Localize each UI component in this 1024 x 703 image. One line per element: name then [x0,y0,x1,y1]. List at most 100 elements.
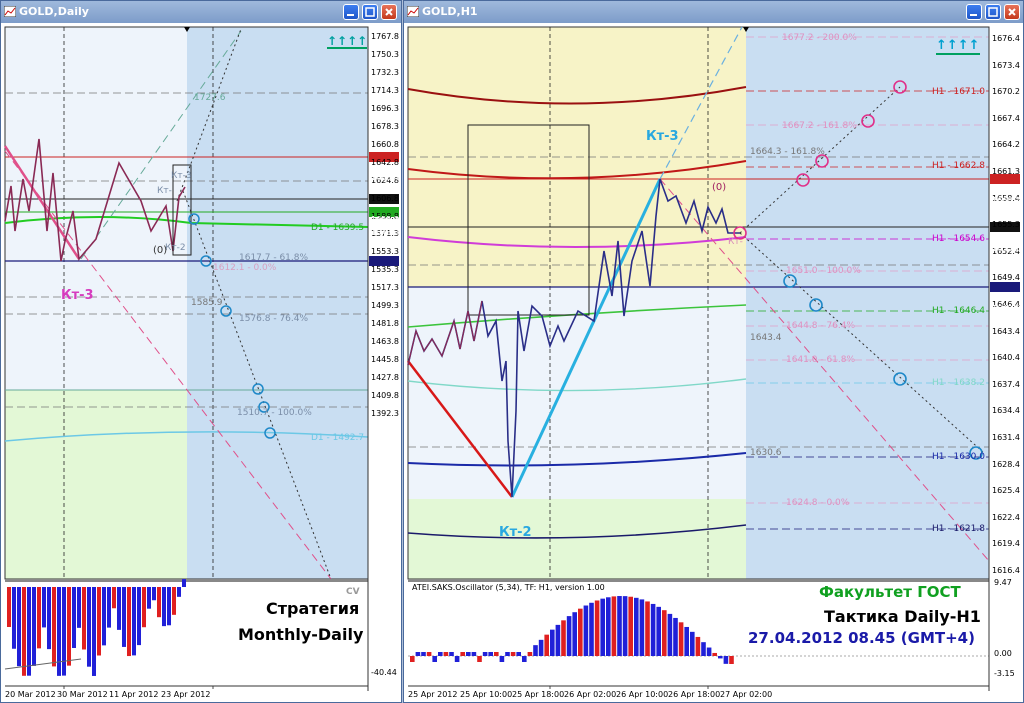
price-tick-label: 1658.4 [992,193,1020,203]
oscillator-bar [182,579,186,587]
oscillator-bar [421,652,426,656]
maximize-button[interactable] [362,4,378,20]
level-label: 1576.8 - 76.4% [239,314,309,324]
oscillator-bar [505,652,510,656]
price-tag-label: 1655.1 [992,244,1020,253]
right-chart-canvas[interactable] [404,23,1024,703]
price-tick-label: 1392.3 [371,408,399,418]
price-tag-label: 1612.1 [371,277,399,286]
oscillator-bar [690,631,695,656]
oscillator-bar [471,652,477,656]
oscillator-bar [57,587,61,676]
level-label: 1612.1 - 0.0% [213,263,277,273]
wave-label-kt2: Кт-2 [499,525,532,540]
close-button[interactable] [1004,4,1020,20]
date-tick-label: 25 Apr 18:00 [512,690,565,699]
chart-window-icon [407,6,419,17]
price-tag-label: 1648.5 [992,304,1020,313]
oscillator-bar [37,587,41,649]
minimize-button[interactable] [343,4,359,20]
left-oscillator-bars [7,579,186,676]
level-label: H1 - 1671.0 [932,87,985,97]
oscillator-bar [415,652,421,656]
wave-label-kt3-small: Кт-3 [171,171,192,181]
close-button[interactable] [381,4,397,20]
left-chart-window: GOLD,Daily [0,0,402,703]
price-tick-label: 1588.8 [371,211,399,221]
price-tick-label: 1517.3 [371,283,399,293]
date-tick-label: 26 Apr 10:00 [616,690,669,699]
price-tick-label: 1670.2 [992,87,1020,97]
price-tick-label: 1714.3 [371,85,399,95]
oscillator-bar [566,616,572,656]
price-tag-label: 1655.3 [371,215,399,224]
level-label: 1624.8 - 0.0% [786,498,850,508]
oscillator-bar [695,636,701,656]
price-tag-label: 1660.7 [992,196,1020,205]
oscillator-bar [62,587,66,676]
oscillator-bar [92,587,96,676]
price-tick-label: 1628.4 [992,459,1020,469]
wave-label-kt3: Кт-3 [61,288,94,303]
price-tick-label: 1624.8 [371,175,399,185]
level-label: H1 - 1654.6 [932,234,985,244]
oscillator-bar [432,656,437,662]
oscillator-bar [152,587,156,601]
oscillator-bar [157,587,161,618]
price-tick-label: 1409.8 [371,391,399,400]
oscillator-bar [662,610,667,656]
maximize-button[interactable] [985,4,1001,20]
price-tick-label: 1571.3 [371,229,399,239]
wave-label-kt2-small: Кт-2 [165,243,186,253]
level-label: H1 - 1662.8 [932,161,985,171]
oscillator-bar [82,587,86,650]
oscillator-bar [477,656,482,662]
level-label: 1643.4 [750,333,782,343]
left-window-titlebar[interactable]: GOLD,Daily [1,1,401,23]
oscillator-bar [718,656,723,659]
oscillator-title: ATEI.SAKS.Oscillator (5,34), TF: H1, ver… [412,583,605,592]
wave-label-kt-small: Кт- [157,186,172,196]
signal-arrows: ↑↑↑↑ [936,38,980,55]
price-tick-label: 1642.8 [371,157,399,167]
oscillator-bar [454,656,460,662]
oscillator-bar [589,602,594,656]
oscillator-bar [17,587,21,667]
price-tick-label: 1625.4 [992,486,1020,496]
price-tick-label: 1637.4 [992,379,1020,389]
price-tick-label: 1660.8 [371,139,399,149]
price-tick-label: 1499.3 [371,301,399,311]
price-tick-label: 1427.8 [371,373,399,383]
left-chart-canvas[interactable] [1,23,402,703]
oscillator-bar [12,587,16,649]
oscillator-bar [527,652,533,656]
oscillator-bar [107,587,111,628]
level-label: 1585.9 [191,298,223,308]
right-chart-window: GOLD,H1 [403,0,1024,703]
oscillator-bar [27,587,31,676]
oscillator-bar [600,598,605,656]
level-label: 1667.2 - 161.8% [782,121,857,131]
oscillator-bar [611,596,617,656]
price-tick-label: 1481.8 [371,319,399,329]
price-tick-label: 1676.4 [992,34,1020,43]
price-tag-label: 1683.4 [371,173,399,182]
price-tick-label: 1616.4 [992,566,1020,575]
oscillator-bar [438,652,443,656]
oscillator-bar [533,645,538,656]
level-label: H1 - 1621.8 [932,524,985,534]
oscillator-bar [42,587,46,628]
wave-label-zero: (0) [153,245,168,256]
price-tick-label: 1606.8 [371,193,399,203]
oscillator-bar [723,656,729,664]
oscillator-bar [673,617,678,656]
right-window-titlebar[interactable]: GOLD,H1 [404,1,1023,23]
wave-label-zero: (0) [712,182,727,193]
price-tick-label: 1767.8 [371,32,399,41]
date-tick-label: 27 Apr 02:00 [720,690,773,699]
oscillator-bar [132,587,136,656]
oscillator-bar [561,620,566,656]
oscillator-bar [443,652,449,656]
minimize-button[interactable] [966,4,982,20]
level-label: H1 - 1638.2 [932,378,985,388]
